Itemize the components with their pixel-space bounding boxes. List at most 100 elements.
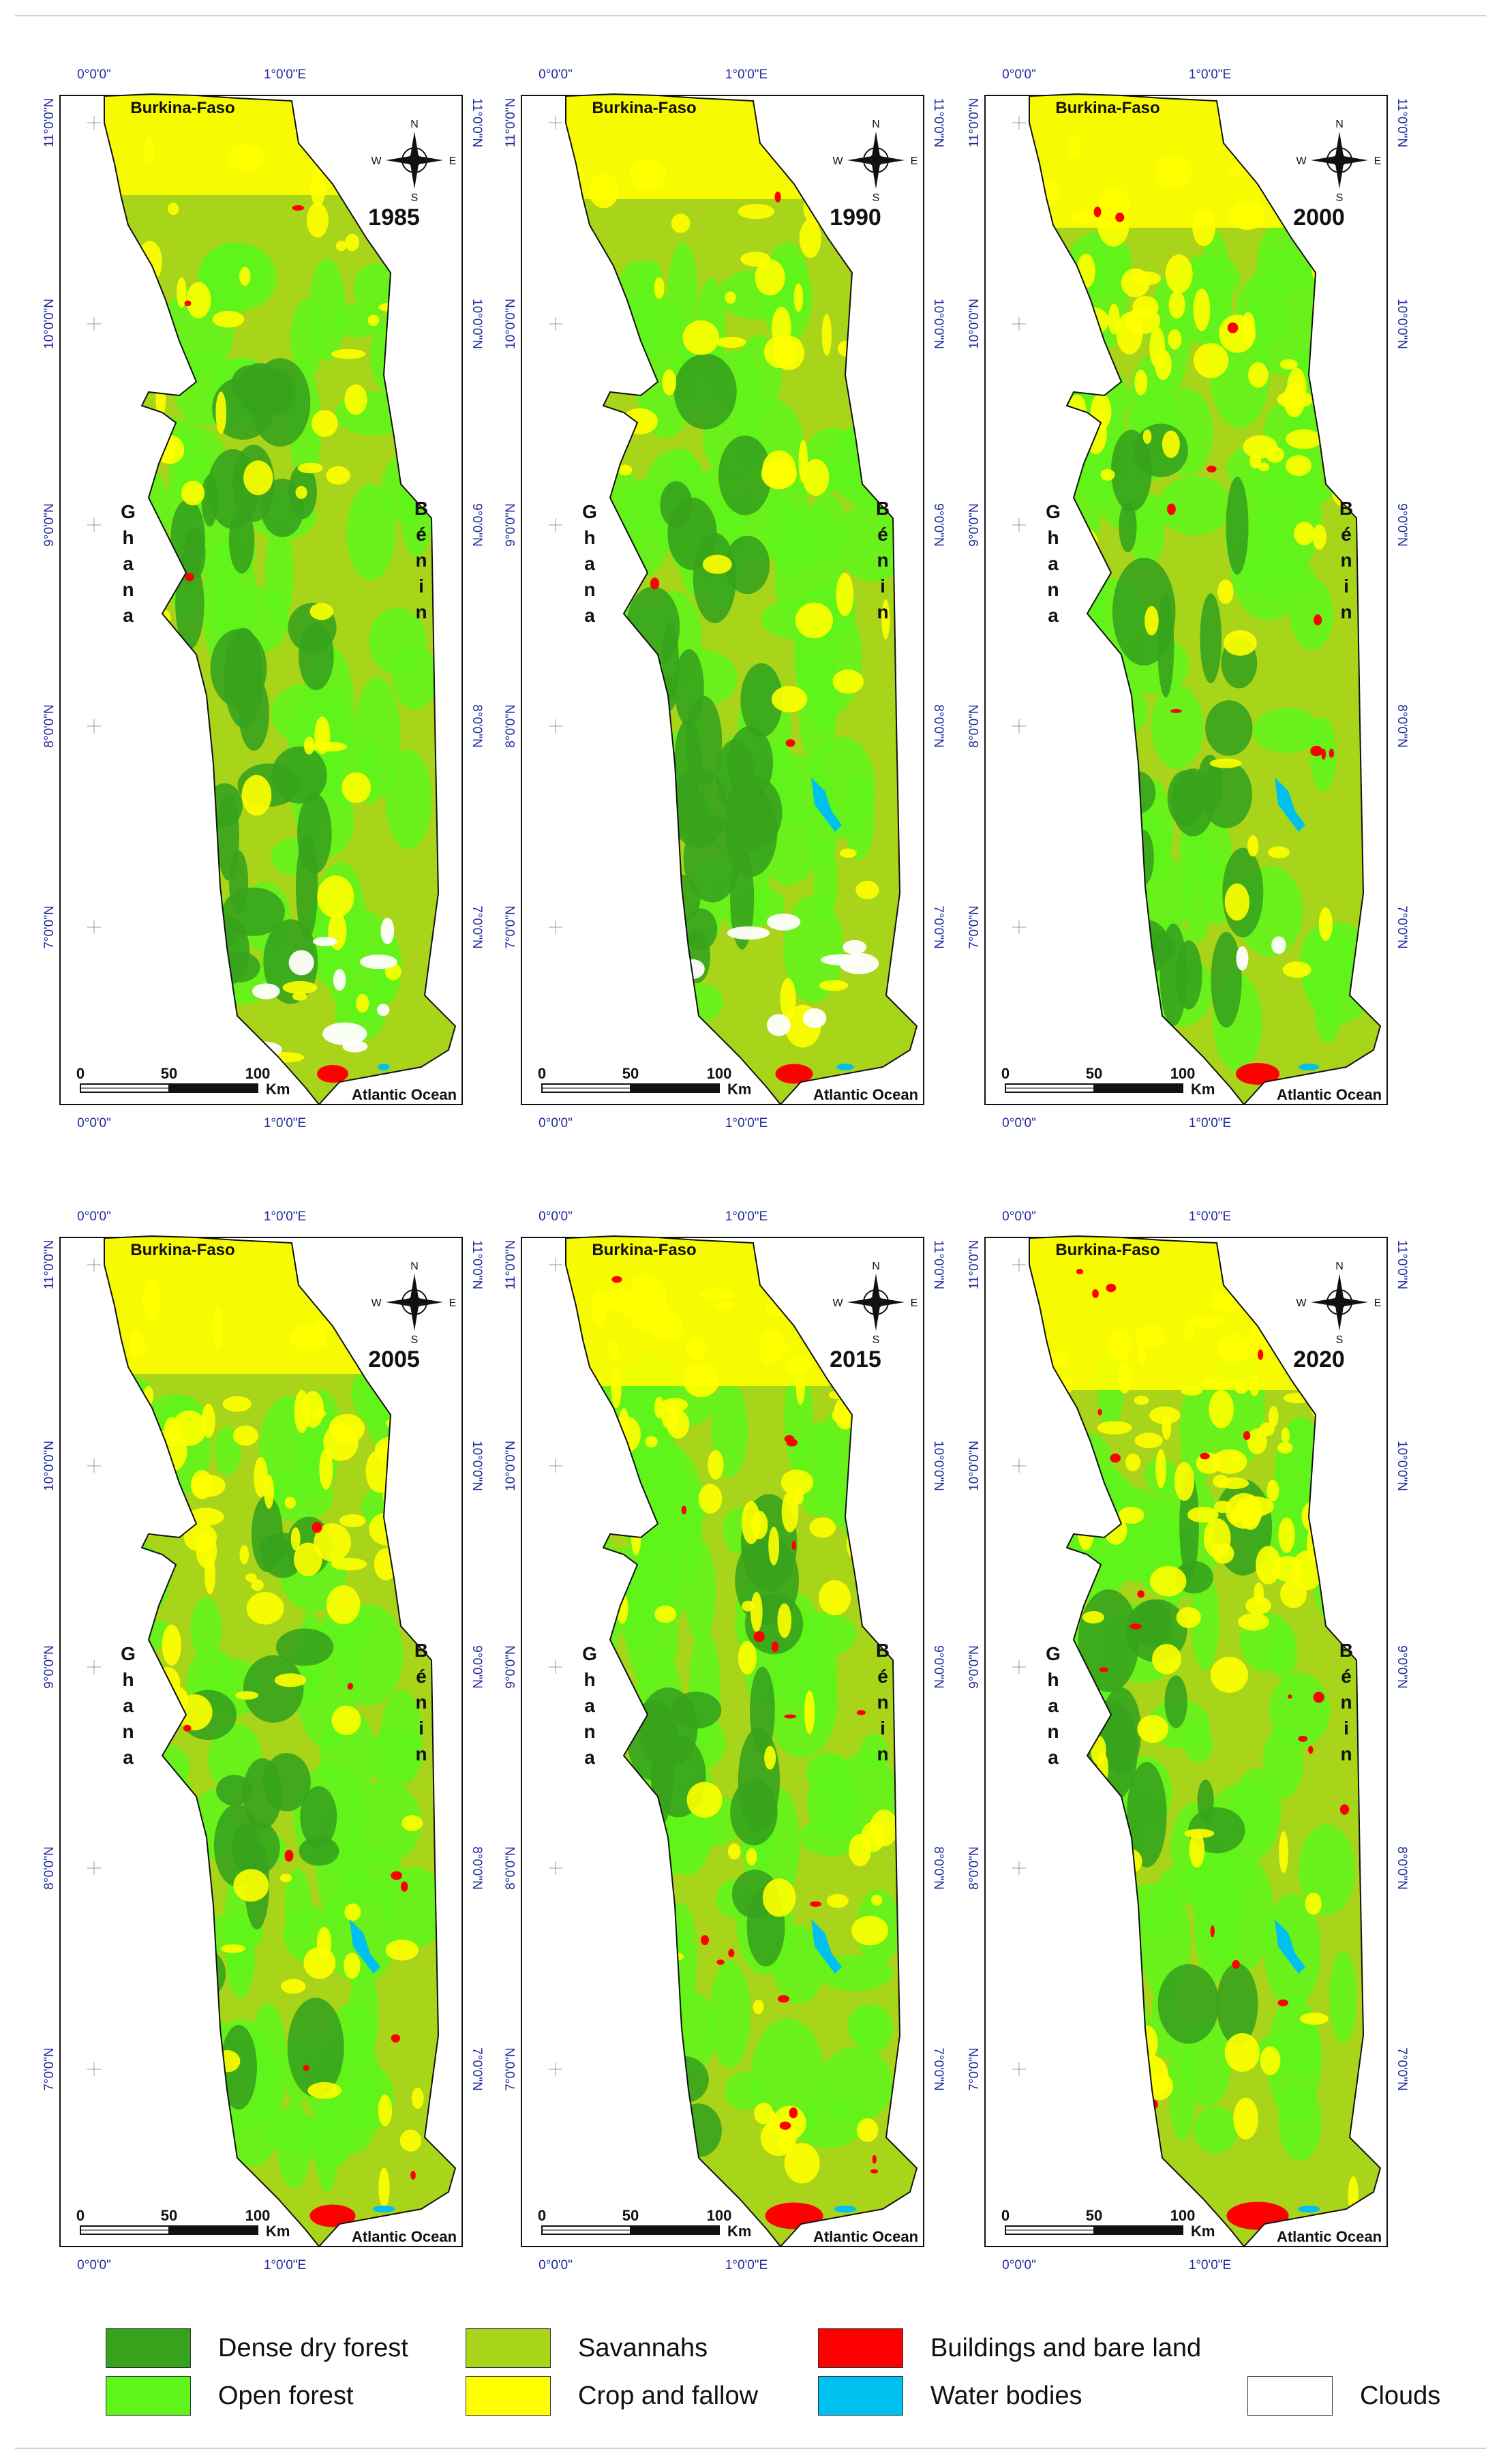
- svg-text:a: a: [1048, 1747, 1059, 1768]
- lat-label-right-1: 10°0'0"N: [1395, 1441, 1409, 1491]
- legend-item-crop-and-fallow: Crop and fallow: [466, 2376, 758, 2416]
- north-arrow-icon: N S E W: [1296, 1261, 1381, 1346]
- legend: Dense dry forest Savannahs Buildings and…: [0, 2315, 1501, 2451]
- svg-text:a: a: [1048, 1695, 1059, 1716]
- legend-label-buildings-and-bare-land: Buildings and bare land: [930, 2333, 1202, 2362]
- svg-text:a: a: [584, 553, 595, 574]
- legend-swatch-buildings-and-bare-land: [818, 2328, 903, 2368]
- legend-swatch-crop-and-fallow: [466, 2376, 551, 2416]
- svg-text:n: n: [415, 1692, 427, 1713]
- label-atlantic-ocean: Atlantic Ocean: [813, 2228, 918, 2245]
- svg-text:G: G: [582, 501, 597, 522]
- svg-text:0: 0: [1001, 2207, 1010, 2224]
- svg-text:G: G: [582, 1643, 597, 1664]
- year-label: 2000: [1293, 205, 1345, 230]
- lat-label-left-0: 11°0'0"N: [504, 98, 518, 148]
- svg-text:N: N: [410, 119, 419, 130]
- svg-text:é: é: [416, 1666, 427, 1687]
- legend-item-clouds: Clouds: [1247, 2376, 1440, 2416]
- lat-label-left-3: 8°0'0"N: [42, 704, 57, 747]
- svg-text:n: n: [877, 550, 888, 571]
- svg-text:100: 100: [707, 2207, 732, 2224]
- svg-text:h: h: [583, 1669, 595, 1690]
- svg-text:100: 100: [707, 1065, 732, 1082]
- svg-text:B: B: [414, 1640, 428, 1661]
- svg-text:B: B: [876, 1640, 890, 1661]
- lat-label-right-2: 9°0'0"N: [1395, 1645, 1409, 1688]
- svg-text:n: n: [877, 1692, 888, 1713]
- lat-label-left-1: 10°0'0"N: [967, 299, 982, 349]
- svg-text:B: B: [876, 498, 890, 519]
- country-outline: [565, 1235, 918, 2248]
- north-arrow-icon: N S E W: [371, 119, 456, 204]
- svg-text:é: é: [1341, 524, 1352, 545]
- lat-label-right-1: 10°0'0"N: [1395, 299, 1409, 349]
- svg-text:n: n: [583, 579, 595, 600]
- lon-label-top-0: 0°0'0": [1002, 1210, 1036, 1224]
- lat-label-left-4: 7°0'0"N: [967, 2047, 982, 2090]
- legend-item-water-bodies: Water bodies: [818, 2376, 1082, 2416]
- lon-label-top-1: 1°0'0"E: [264, 1210, 306, 1224]
- legend-item-dense-dry-forest: Dense dry forest: [106, 2328, 408, 2368]
- legend-swatch-dense-dry-forest: [106, 2328, 191, 2368]
- label-atlantic-ocean: Atlantic Ocean: [1277, 2228, 1382, 2245]
- svg-text:E: E: [911, 1297, 918, 1309]
- lat-label-left-1: 10°0'0"N: [42, 1441, 57, 1491]
- svg-text:100: 100: [245, 1065, 271, 1082]
- svg-text:a: a: [584, 605, 595, 626]
- lat-label-right-3: 8°0'0"N: [1395, 1846, 1409, 1889]
- svg-text:B: B: [1339, 1640, 1353, 1661]
- lon-label-bottom-0: 0°0'0": [77, 1116, 111, 1130]
- legend-label-dense-dry-forest: Dense dry forest: [218, 2333, 408, 2362]
- lat-label-left-4: 7°0'0"N: [42, 905, 57, 948]
- north-arrow-icon: N S E W: [832, 1261, 918, 1346]
- svg-text:E: E: [449, 1297, 457, 1309]
- svg-text:50: 50: [622, 2207, 639, 2224]
- svg-text:S: S: [873, 1334, 880, 1346]
- svg-text:Km: Km: [266, 2223, 290, 2240]
- lon-label-top-0: 0°0'0": [1002, 67, 1036, 82]
- land-cover-map-2000: 0°0'0" 1°0'0"E 0°0'0" 1°0'0"E 11°0'0"N 11°0'0…: [967, 67, 1409, 1130]
- svg-text:Km: Km: [727, 1081, 751, 1098]
- svg-text:i: i: [880, 575, 885, 597]
- svg-text:100: 100: [245, 2207, 271, 2224]
- svg-text:n: n: [1340, 550, 1352, 571]
- map-panel-2005: 0°0'0" 1°0'0"E 0°0'0" 1°0'0"E 11°0'0"N 11°0'0…: [12, 1183, 484, 2272]
- svg-text:é: é: [1341, 1666, 1352, 1687]
- lat-label-left-2: 9°0'0"N: [42, 1645, 57, 1688]
- legend-label-open-forest: Open forest: [218, 2381, 354, 2410]
- svg-text:E: E: [1374, 155, 1382, 167]
- label-burkina-faso: Burkina-Faso: [592, 99, 696, 117]
- lat-label-left-2: 9°0'0"N: [504, 503, 518, 546]
- svg-text:h: h: [1047, 1669, 1059, 1690]
- lat-label-left-2: 9°0'0"N: [967, 1645, 982, 1688]
- lon-label-bottom-0: 0°0'0": [1002, 2258, 1036, 2272]
- map-panel-2015: 0°0'0" 1°0'0"E 0°0'0" 1°0'0"E 11°0'0"N 11°0'0…: [474, 1183, 945, 2272]
- lat-label-left-0: 11°0'0"N: [504, 1240, 518, 1290]
- svg-text:a: a: [1048, 605, 1059, 626]
- lon-label-top-0: 0°0'0": [77, 67, 111, 82]
- north-arrow-icon: N S E W: [371, 1261, 456, 1346]
- lon-label-top-0: 0°0'0": [77, 1210, 111, 1224]
- year-label: 1985: [368, 205, 420, 230]
- lat-label-left-4: 7°0'0"N: [967, 905, 982, 948]
- svg-text:é: é: [416, 524, 427, 545]
- lat-label-right-3: 8°0'0"N: [1395, 704, 1409, 747]
- bottom-border: [15, 2448, 1486, 2449]
- svg-text:i: i: [1344, 1717, 1349, 1739]
- lat-label-left-0: 11°0'0"N: [42, 98, 57, 148]
- map-panel-1985: 0°0'0" 1°0'0"E 0°0'0" 1°0'0"E 11°0'0"N 11°0'0…: [12, 41, 484, 1130]
- label-burkina-faso: Burkina-Faso: [592, 1241, 696, 1259]
- svg-text:h: h: [122, 527, 134, 548]
- svg-text:S: S: [411, 1334, 419, 1346]
- lat-label-right-2: 9°0'0"N: [470, 503, 484, 546]
- svg-text:100: 100: [1170, 1065, 1196, 1082]
